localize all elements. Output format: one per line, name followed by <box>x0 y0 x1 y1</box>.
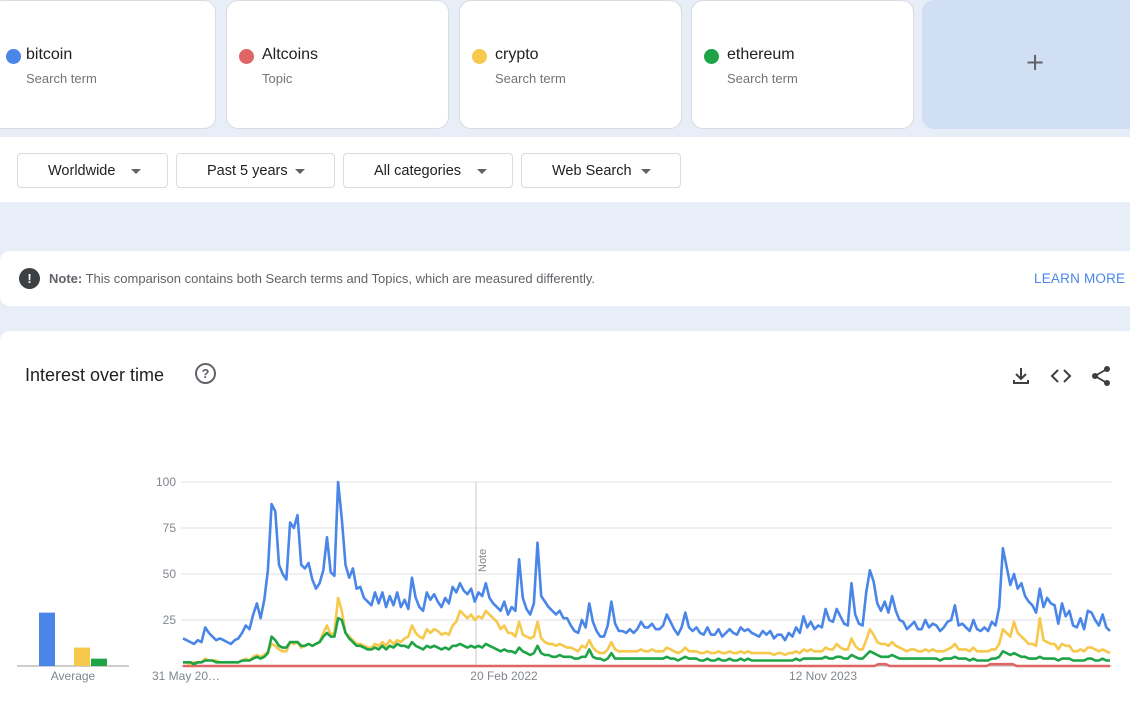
region-dropdown[interactable]: Worldwide <box>17 153 168 188</box>
interest-over-time-panel: Interest over time ? <box>0 331 1130 724</box>
series-color-dot <box>704 49 719 64</box>
download-icon[interactable] <box>1010 365 1032 387</box>
series-color-dot <box>472 49 487 64</box>
add-comparison-button[interactable]: + <box>922 0 1130 129</box>
caret-down-icon <box>131 169 141 174</box>
term-card-crypto[interactable]: crypto Search term <box>459 0 682 129</box>
plus-icon: + <box>1025 48 1046 76</box>
term-kind: Search term <box>495 71 566 86</box>
time-range-dropdown[interactable]: Past 5 years <box>176 153 335 188</box>
note-text: Note: This comparison contains both Sear… <box>49 271 595 286</box>
time-range-label: Past 5 years <box>207 163 288 179</box>
caret-down-icon <box>295 169 305 174</box>
term-card-altcoins[interactable]: Altcoins Topic <box>226 0 449 129</box>
note-body: This comparison contains both Search ter… <box>85 271 596 286</box>
term-kind: Search term <box>727 71 798 86</box>
share-icon[interactable] <box>1090 365 1112 387</box>
term-name: bitcoin <box>26 46 73 63</box>
term-name: crypto <box>495 46 539 63</box>
learn-more-link[interactable]: LEARN MORE <box>1034 271 1126 286</box>
region-label: Worldwide <box>48 163 116 179</box>
property-dropdown[interactable]: Web Search <box>521 153 681 188</box>
caret-down-icon <box>477 169 487 174</box>
category-dropdown[interactable]: All categories <box>343 153 513 188</box>
series-color-dot <box>239 49 254 64</box>
term-kind: Search term <box>26 71 97 86</box>
category-label: All categories <box>374 163 462 179</box>
term-kind: Topic <box>262 71 293 86</box>
comparison-note: ! Note: This comparison contains both Se… <box>0 251 1130 306</box>
term-card-bitcoin[interactable]: bitcoin Search term <box>0 0 216 129</box>
help-icon[interactable]: ? <box>195 363 216 384</box>
panel-title: Interest over time <box>25 365 165 385</box>
term-name: ethereum <box>727 46 795 63</box>
note-label: Note: <box>49 271 83 286</box>
property-label: Web Search <box>552 163 632 179</box>
exclamation-icon: ! <box>19 268 40 289</box>
filter-bar: Worldwide Past 5 years All categories We… <box>0 137 1130 202</box>
term-name: Altcoins <box>262 46 319 63</box>
term-card-ethereum[interactable]: ethereum Search term <box>691 0 914 129</box>
embed-icon[interactable] <box>1050 365 1072 387</box>
caret-down-icon <box>641 169 651 174</box>
series-color-dot <box>6 49 21 64</box>
